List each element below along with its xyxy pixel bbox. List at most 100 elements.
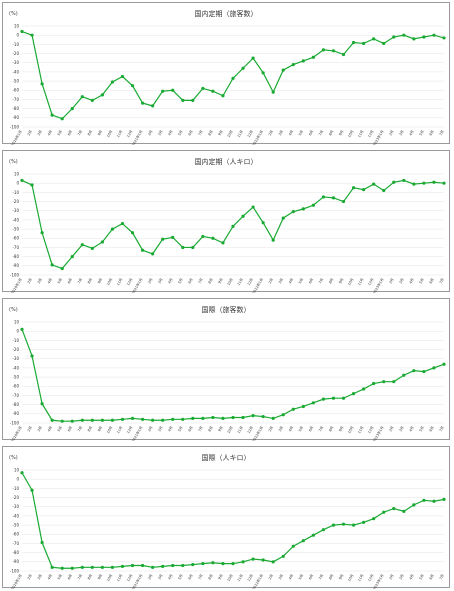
data-point	[151, 565, 155, 569]
data-point	[422, 35, 426, 39]
data-point	[392, 35, 396, 39]
data-point	[191, 416, 195, 421]
data-point	[181, 245, 185, 250]
x-tick-label: 12月	[247, 574, 254, 583]
x-tick-label: 6月	[308, 574, 314, 581]
x-tick-label: 3月	[278, 130, 284, 137]
data-point	[442, 497, 446, 501]
data-point	[372, 517, 376, 521]
y-tick-label: -50	[12, 374, 19, 379]
data-point	[90, 98, 94, 102]
x-tick-label: 11月	[357, 130, 364, 139]
y-tick-label: -100	[10, 272, 20, 277]
x-tick-label: 4月	[288, 574, 294, 581]
x-tick-label: 2月	[147, 130, 153, 137]
data-point	[351, 523, 356, 527]
data-point	[100, 93, 104, 97]
x-tick-label: 10月	[106, 574, 113, 583]
y-unit-label: (%)	[9, 159, 18, 165]
data-point	[151, 252, 155, 256]
y-tick-label: -100	[10, 124, 20, 129]
x-tick-label: 3月	[37, 278, 43, 285]
data-point	[321, 48, 326, 52]
x-tick-label: 4月	[288, 130, 294, 137]
x-tick-label: 10月	[227, 130, 234, 139]
data-point	[130, 563, 135, 568]
data-point	[161, 237, 165, 241]
data-point	[221, 562, 225, 566]
y-tick-label: 0	[16, 329, 19, 334]
data-point	[261, 71, 265, 75]
x-tick-label: 10月	[347, 426, 354, 435]
data-point	[251, 205, 255, 209]
x-tick-label: 4月	[47, 574, 53, 581]
data-point	[140, 248, 145, 252]
series-line	[21, 472, 445, 569]
y-tick-label: -10	[12, 338, 19, 343]
x-tick-label: 11月	[357, 574, 364, 583]
data-point	[331, 49, 336, 53]
data-point	[221, 241, 225, 245]
data-point	[60, 419, 64, 423]
x-tick-label: 7月	[318, 574, 324, 581]
data-point	[362, 520, 366, 524]
x-tick-label: 2月	[268, 574, 274, 581]
x-tick-label: 10月	[347, 130, 354, 139]
x-tick-label: 10月	[106, 130, 113, 139]
data-point	[171, 235, 175, 239]
y-unit-label: (%)	[9, 455, 18, 461]
x-tick-label: 11月	[357, 278, 364, 287]
data-point	[120, 417, 125, 421]
x-tick-label: 2月	[27, 574, 33, 581]
y-tick-label: -10	[12, 486, 19, 491]
x-tick-label: 9月	[97, 574, 103, 581]
x-tick-label: 5月	[57, 130, 63, 137]
chart-title: 国際（旅客数）	[201, 306, 251, 314]
x-tick-label: 2020年1月	[10, 129, 23, 145]
x-tick-label: 7月	[439, 574, 445, 581]
data-point	[432, 180, 436, 184]
x-tick-label: 11月	[237, 130, 244, 139]
x-tick-label: 2月	[268, 130, 274, 137]
x-tick-label: 2月	[147, 426, 153, 433]
x-tick-label: 7月	[77, 130, 83, 137]
data-point	[120, 74, 125, 79]
x-tick-label: 5月	[419, 278, 425, 285]
x-tick-label: 9月	[97, 278, 103, 285]
data-point	[211, 89, 215, 93]
data-point	[90, 246, 94, 250]
data-point	[151, 104, 155, 108]
x-tick-label: 6月	[187, 278, 193, 285]
x-tick-label: 4月	[47, 278, 53, 285]
x-tick-label: 6月	[187, 426, 193, 433]
x-tick-label: 2月	[27, 130, 33, 137]
x-tick-label: 7月	[439, 278, 445, 285]
x-tick-label: 9月	[218, 278, 224, 285]
y-tick-label: -30	[12, 356, 19, 361]
x-tick-label: 6月	[67, 130, 73, 137]
x-tick-label: 9月	[338, 574, 344, 581]
data-point	[181, 417, 185, 421]
data-point	[20, 327, 24, 331]
x-tick-label: 12月	[126, 130, 133, 139]
x-tick-label: 5月	[177, 278, 183, 285]
x-tick-label: 3月	[398, 426, 404, 433]
x-tick-label: 6月	[308, 278, 314, 285]
x-tick-label: 6月	[308, 426, 314, 433]
y-tick-label: -60	[12, 532, 19, 537]
y-tick-label: -40	[12, 217, 19, 222]
y-tick-label: 10	[14, 23, 20, 28]
data-point	[80, 95, 84, 99]
data-point	[251, 557, 255, 561]
data-point	[422, 181, 426, 185]
x-tick-label: 5月	[298, 574, 304, 581]
x-tick-label: 8月	[208, 574, 214, 581]
x-tick-label: 3月	[37, 130, 43, 137]
data-point	[402, 178, 406, 183]
x-tick-label: 3月	[278, 426, 284, 433]
data-point	[432, 33, 436, 37]
x-tick-label: 11月	[357, 426, 364, 435]
x-tick-label: 5月	[298, 278, 304, 285]
data-point	[442, 362, 446, 366]
x-tick-label: 2月	[388, 574, 394, 581]
